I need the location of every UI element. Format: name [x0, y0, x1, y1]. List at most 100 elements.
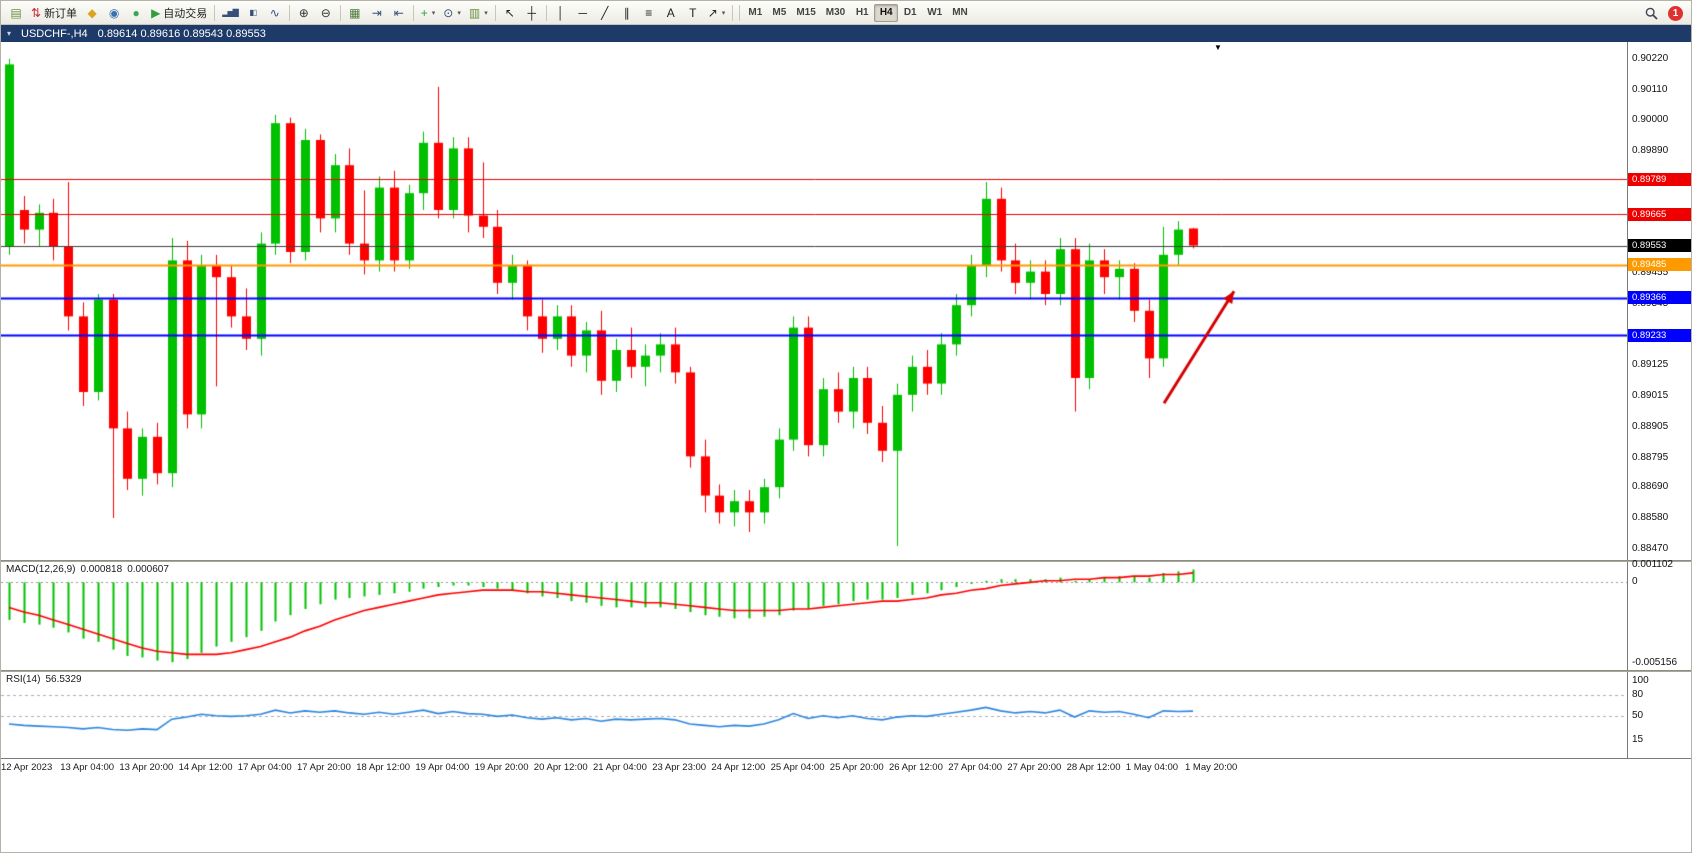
line-chart-button[interactable]: ∿	[264, 3, 286, 23]
hline-icon: ─	[578, 5, 587, 20]
collapse-triangle-icon[interactable]: ▾	[7, 29, 12, 38]
trendline-button[interactable]: ╱	[594, 3, 616, 23]
macd-axis-label: 0.001102	[1632, 559, 1673, 571]
chart-shift-icon: ⇤	[393, 5, 404, 20]
candlestick-button[interactable]: ▮▯	[242, 3, 264, 23]
time-axis-label: 21 Apr 04:00	[593, 762, 647, 773]
market-icon: ●	[132, 5, 140, 20]
time-axis-label: 13 Apr 04:00	[60, 762, 115, 773]
time-axis-label: 17 Apr 04:00	[237, 762, 292, 773]
crosshair-icon: ┼	[527, 5, 536, 20]
new-chart-button[interactable]: ▤	[5, 3, 27, 23]
current-price-badge: 0.89553	[1628, 239, 1691, 253]
new-order-icon: ⇅	[31, 5, 42, 20]
timeframe-m5-button[interactable]: M5	[772, 7, 787, 18]
zoom-in-icon: ⊕	[298, 5, 309, 20]
price-axis-label: 0.90000	[1632, 114, 1669, 126]
hline-button[interactable]: ─	[572, 3, 594, 23]
periods-icon: ⊙	[443, 5, 454, 20]
macd-label: MACD(12,26,9) 0.000818 0.000607	[6, 564, 169, 575]
zoom-out-button[interactable]: ⊖	[315, 3, 337, 23]
chart-ohlc-readout: 0.89614 0.89616 0.89543 0.89553	[97, 27, 266, 40]
rsi-axis[interactable]: 100 80 50 15	[1627, 672, 1691, 758]
chart-shift-marker-icon[interactable]: ▼	[1214, 43, 1222, 52]
zoom-in-button[interactable]: ⊕	[293, 3, 315, 23]
time-axis-label: 27 Apr 04:00	[948, 762, 1003, 773]
indicators-button[interactable]: + ▾	[417, 3, 440, 23]
pane-splitter[interactable]	[1, 560, 1691, 562]
search-icon	[1645, 7, 1658, 20]
timeframe-m30-button[interactable]: M30	[825, 7, 846, 18]
pane-splitter[interactable]	[1, 670, 1691, 672]
new-chart-icon: ▤	[10, 5, 22, 20]
macd-canvas[interactable]	[1, 562, 1628, 670]
label-button[interactable]: T	[682, 3, 704, 23]
autotrading-button[interactable]: ▶ 自动交易	[147, 3, 211, 23]
zoom-out-icon: ⊖	[320, 5, 331, 20]
price-axis[interactable]: 0.902200.901100.900000.898900.897800.896…	[1627, 42, 1691, 560]
time-axis-label: 24 Apr 12:00	[711, 762, 766, 773]
cursor-button[interactable]: ↖	[499, 3, 521, 23]
community-icon: ◉	[108, 5, 120, 20]
time-axis-label: 23 Apr 23:00	[652, 762, 707, 773]
price-axis-label: 0.88690	[1632, 481, 1669, 493]
toolbar: ▤ ⇅ 新订单 ◆ ◉ ● ▶ 自动交易 ▂▅▇ ▮▯ ∿ ⊕ ⊖ ▦ ⇥ ⇤ + ▾ ⊙ ▾ ▥ ▾ ↖ ┼ │ ─ ╱ ∥ ≡ A T ↗…	[1, 1, 1691, 25]
timeframe-mn-button[interactable]: MN	[952, 7, 968, 18]
price-axis-label: 0.88470	[1632, 542, 1669, 554]
time-axis-label: 12 Apr 2023	[1, 762, 53, 773]
time-axis[interactable]: 12 Apr 2023 13 Apr 04:00 13 Apr 20:00 14 Ap…	[1, 758, 1691, 777]
new-order-button[interactable]: ⇅ 新订单	[27, 3, 81, 23]
vline-button[interactable]: │	[550, 3, 572, 23]
time-axis-label: 1 May 04:00	[1125, 762, 1179, 773]
search-button[interactable]	[1640, 3, 1662, 23]
arrows-icon: ↗	[707, 5, 718, 20]
timeframe-h4-button[interactable]: H4	[874, 3, 899, 22]
price-line-badge: 0.89789	[1628, 172, 1691, 186]
notification-badge[interactable]: 1	[1668, 5, 1683, 21]
arrows-button[interactable]: ↗ ▾	[704, 3, 730, 23]
market-button[interactable]: ●	[125, 3, 147, 23]
timeframe-m1-button[interactable]: M1	[748, 7, 763, 18]
channel-button[interactable]: ∥	[616, 3, 638, 23]
bar-chart-button[interactable]: ▂▅▇	[218, 3, 241, 23]
macd-axis[interactable]: 0.001102 0 -0.005156	[1627, 559, 1691, 670]
bar-chart-icon: ▂▅▇	[222, 7, 239, 17]
timeframe-d1-button[interactable]: D1	[903, 7, 917, 18]
periods-button[interactable]: ⊙ ▾	[439, 3, 465, 23]
rsi-pane: RSI(14) 56.5329 100 80 50 15	[1, 672, 1691, 758]
metaeditor-button[interactable]: ◆	[81, 3, 103, 23]
toolbar-right: 1	[1640, 1, 1683, 25]
metaeditor-icon: ◆	[87, 5, 97, 20]
label-icon: T	[689, 5, 697, 20]
community-button[interactable]: ◉	[103, 3, 125, 23]
toolbar-separator	[545, 4, 547, 21]
main-price-pane: ▼ 0.902200.901100.900000.898900.897800.8…	[1, 42, 1691, 560]
chart-shift-button[interactable]: ⇤	[388, 3, 410, 23]
templates-button[interactable]: ▥ ▾	[465, 3, 492, 23]
rsi-canvas[interactable]	[1, 672, 1628, 758]
timeframe-m15-button[interactable]: M15	[796, 7, 816, 18]
macd-value-main: 0.000818	[80, 564, 123, 575]
crosshair-button[interactable]: ┼	[521, 3, 543, 23]
price-axis-label: 0.90110	[1632, 83, 1668, 95]
timeframe-h1-button[interactable]: H1	[855, 7, 869, 18]
toolbar-separator	[214, 4, 216, 21]
rsi-axis-label: 50	[1632, 709, 1644, 721]
time-axis-label: 20 Apr 12:00	[533, 762, 588, 773]
chevron-down-icon: ▾	[457, 9, 461, 17]
rsi-axis-label: 80	[1632, 688, 1644, 700]
line-chart-icon: ∿	[269, 5, 280, 20]
auto-scroll-button[interactable]: ⇥	[366, 3, 388, 23]
main-chart-canvas[interactable]	[1, 42, 1628, 560]
candlestick-icon: ▮▯	[249, 7, 257, 17]
templates-icon: ▥	[468, 5, 481, 20]
toolbar-separator	[494, 4, 496, 21]
toolbar-separator	[288, 4, 290, 21]
text-button[interactable]: A	[660, 3, 682, 23]
indicators-icon: +	[420, 5, 428, 20]
timeframe-w1-button[interactable]: W1	[927, 7, 943, 18]
tile-windows-button[interactable]: ▦	[344, 3, 366, 23]
channel-icon: ∥	[623, 5, 630, 20]
fibonacci-button[interactable]: ≡	[638, 3, 660, 23]
